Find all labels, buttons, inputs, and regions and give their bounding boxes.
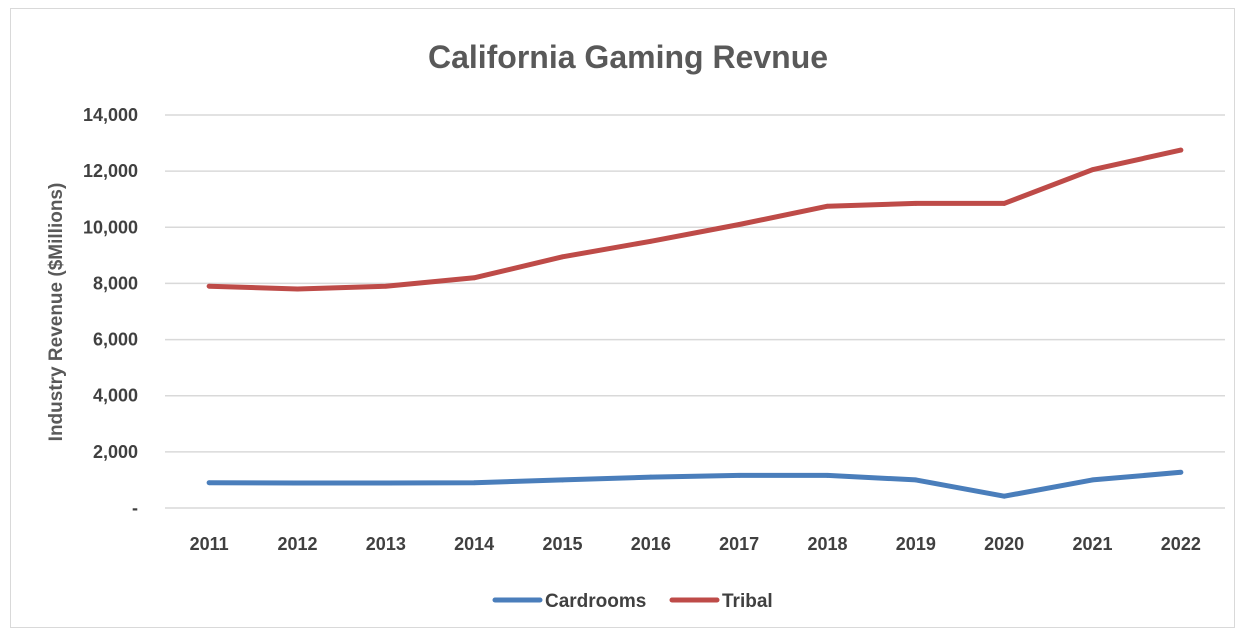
y-tick-label: 4,000: [93, 386, 138, 406]
data-point: [206, 480, 212, 486]
chart-frame: [10, 8, 1235, 628]
data-point: [1090, 477, 1095, 483]
y-tick-label: 6,000: [93, 330, 138, 350]
data-point: [1001, 201, 1007, 206]
y-tick-label: -: [132, 498, 138, 518]
y-tick-label: 14,000: [83, 105, 138, 125]
data-point: [913, 477, 919, 483]
data-point: [736, 222, 742, 227]
data-point: [383, 283, 389, 289]
x-tick-label: 2011: [190, 534, 229, 554]
data-point: [471, 480, 477, 486]
data-point: [736, 473, 742, 478]
data-point: [1178, 147, 1184, 153]
data-point: [383, 480, 389, 486]
y-tick-label: 12,000: [83, 161, 138, 181]
data-point: [560, 254, 565, 260]
series-cardrooms: [206, 469, 1184, 499]
x-tick-label: 2012: [277, 534, 317, 554]
gridlines: [165, 114, 1225, 509]
x-tick-label: 2016: [631, 534, 671, 554]
legend: Cardrooms Tribal: [492, 591, 773, 612]
data-point: [1090, 167, 1095, 173]
data-point: [648, 474, 654, 480]
data-point: [648, 238, 654, 244]
series-tribal: [206, 147, 1184, 292]
x-tick-label: 2015: [542, 534, 582, 554]
y-axis-label: Industry Revenue ($Millions): [46, 183, 67, 442]
legend-label: Cardrooms: [545, 591, 646, 612]
x-tick-labels: 2011 2012 2013 2014 2015 2016 2017 2018 2019 2020…: [190, 534, 1201, 554]
data-point: [913, 201, 919, 206]
chart-title: California Gaming Revnue: [428, 39, 828, 75]
series-line: [206, 469, 1184, 499]
x-tick-label: 2017: [719, 534, 759, 554]
x-tick-label: 2018: [807, 534, 847, 554]
data-point: [825, 203, 830, 209]
x-tick-label: 2020: [984, 534, 1024, 554]
data-point: [560, 477, 565, 483]
y-tick-label: 8,000: [93, 273, 138, 293]
y-tick-labels: - 2,000 4,000 6,000 8,000 10,000 12,000 14,000: [83, 105, 138, 518]
data-point: [1178, 469, 1184, 475]
legend-label: Tribal: [722, 591, 773, 612]
y-tick-label: 2,000: [93, 442, 138, 462]
series-lines: [206, 147, 1184, 499]
data-point: [825, 473, 830, 478]
x-tick-label: 2021: [1072, 534, 1112, 554]
x-tick-label: 2013: [366, 534, 406, 554]
data-point: [206, 283, 212, 289]
legend-item-tribal: Tribal: [669, 591, 773, 612]
x-tick-label: 2019: [896, 534, 936, 554]
series-line: [206, 147, 1184, 292]
data-point: [1001, 493, 1007, 499]
data-point: [471, 275, 477, 281]
y-tick-label: 10,000: [83, 217, 138, 237]
data-point: [295, 286, 300, 292]
x-tick-label: 2014: [454, 534, 494, 554]
legend-item-cardrooms: Cardrooms: [492, 591, 646, 612]
data-point: [295, 480, 300, 486]
x-tick-label: 2022: [1161, 534, 1201, 554]
